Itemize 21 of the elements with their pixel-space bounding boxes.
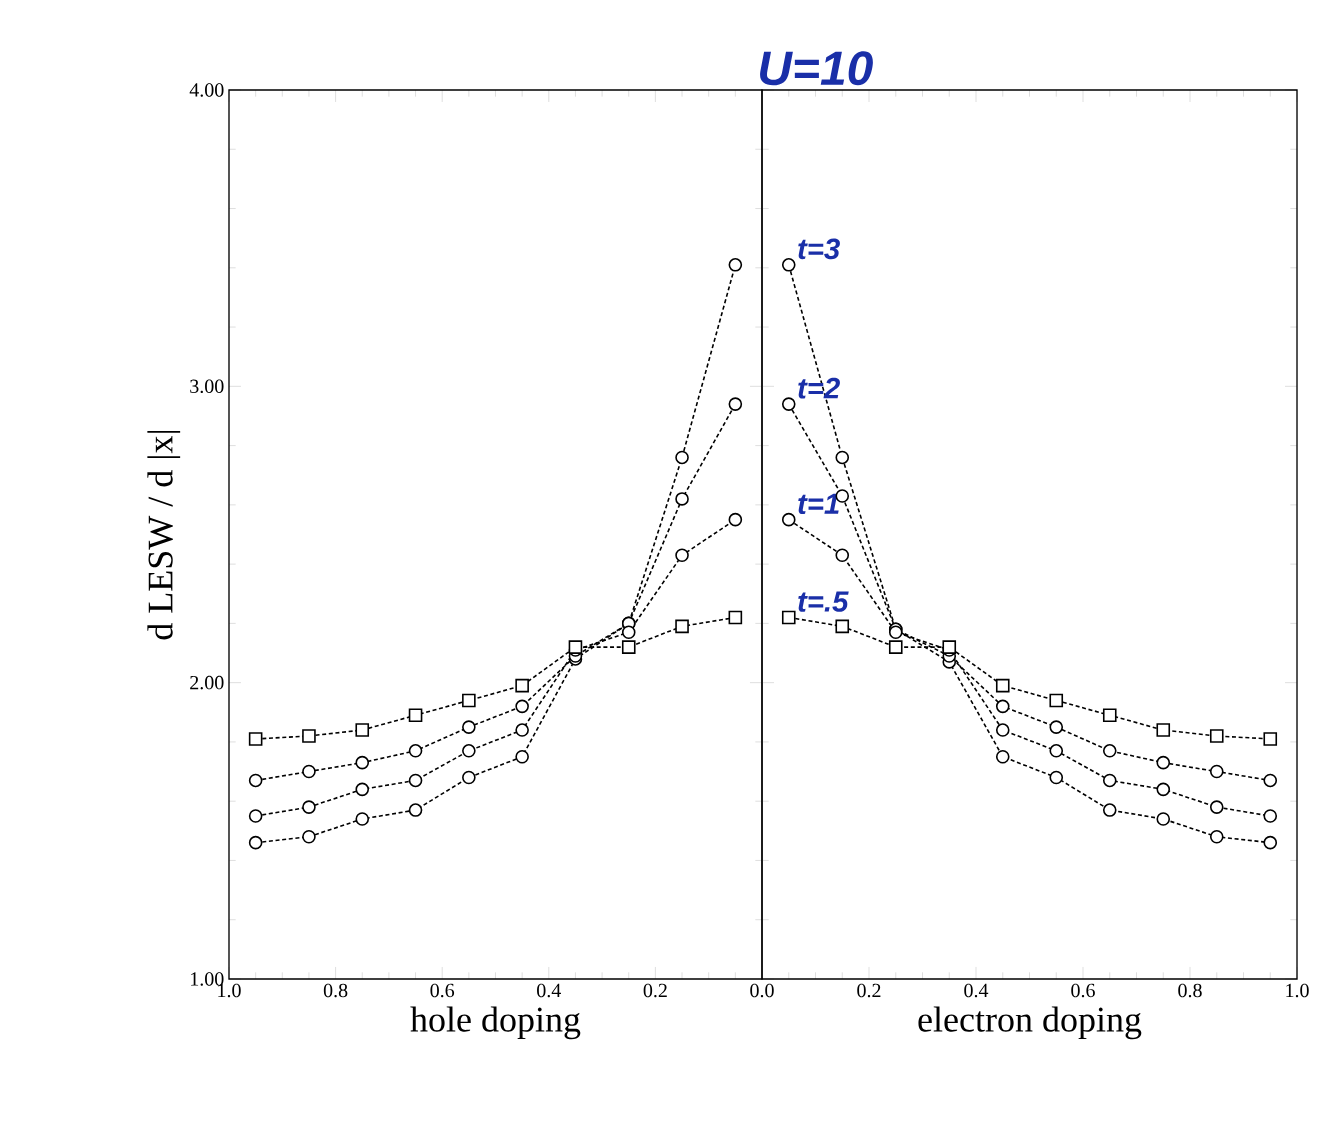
x-tick-label: 0.6 <box>430 983 455 998</box>
x-axis-title: electron doping <box>918 1006 1142 1040</box>
x-tick-label: 0.4 <box>537 983 561 998</box>
y-axis-title: d LESW / d |x| <box>147 430 181 640</box>
x-tick-label: 0.4 <box>964 983 989 998</box>
x-tick-label: 0.2 <box>857 983 881 998</box>
text: U=10 <box>760 51 873 86</box>
y-tick-label: 2.00 <box>190 675 224 690</box>
x-tick-label: 0.0 <box>750 983 774 998</box>
x-tick-label: 1.0 <box>1286 983 1309 998</box>
series-label: t=3 <box>798 238 840 260</box>
series-label: t=.5 <box>798 591 849 612</box>
x-tick-label: 0.8 <box>323 983 348 998</box>
x-axis-title: hole doping <box>410 1006 581 1040</box>
series-label: t=2 <box>798 377 840 399</box>
y-tick-label: 3.00 <box>190 379 224 394</box>
x-tick-label: 0.2 <box>643 983 667 998</box>
x-tick-label: 0.6 <box>1071 983 1095 998</box>
y-tick-label: 4.00 <box>189 83 224 97</box>
series-label: t=1 <box>798 493 839 515</box>
x-tick-label: 0.8 <box>1178 983 1202 998</box>
